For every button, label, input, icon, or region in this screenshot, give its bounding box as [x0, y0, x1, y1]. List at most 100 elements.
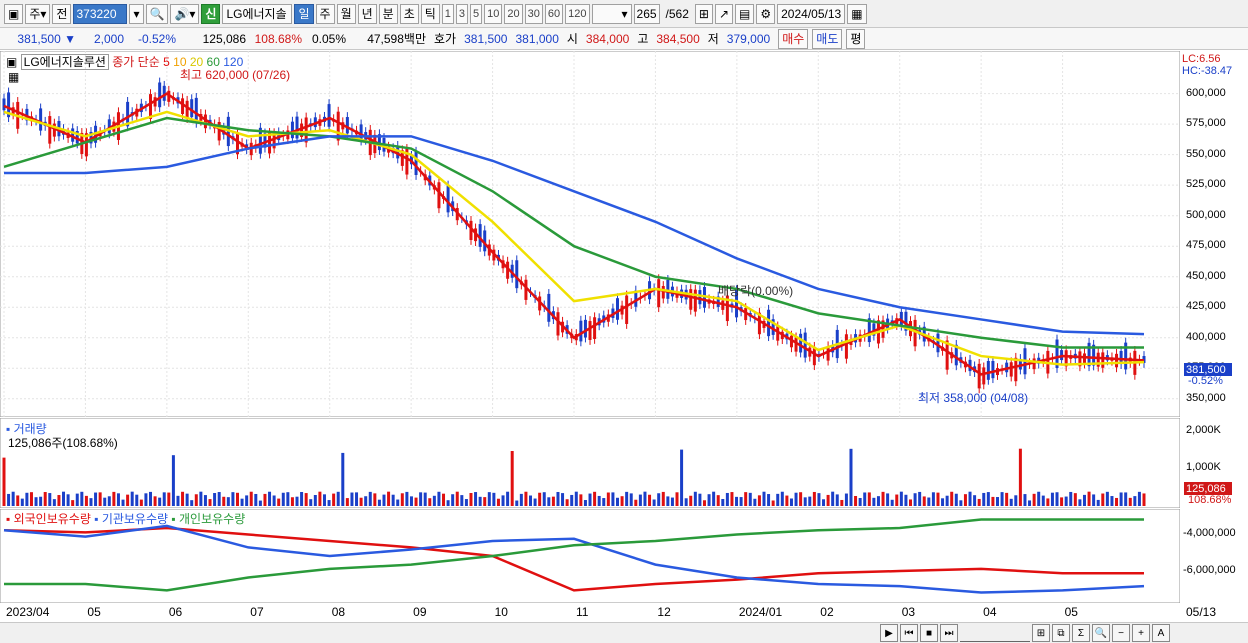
- x-tick-label: 12: [657, 605, 671, 619]
- interval-60[interactable]: 60: [544, 3, 564, 24]
- volume-bar: [973, 495, 977, 506]
- volume-bar: [835, 494, 839, 506]
- volume-bar: [538, 492, 542, 506]
- volume-bar: [48, 493, 52, 506]
- period-second[interactable]: 초: [399, 3, 419, 24]
- candle-body: [1087, 342, 1091, 367]
- volume-bar: [858, 497, 862, 506]
- zoom-slider[interactable]: [960, 624, 1030, 642]
- period-month[interactable]: 월: [336, 3, 356, 24]
- volume-bar: [89, 498, 93, 506]
- calendar-icon[interactable]: ▦: [847, 3, 867, 24]
- candle-body: [1018, 358, 1022, 370]
- scroll-right-icon[interactable]: ▶: [880, 624, 898, 642]
- candle-body: [776, 326, 780, 341]
- volume-bar: [281, 492, 285, 506]
- price-chart[interactable]: [0, 51, 1180, 417]
- price-tick-label: 425,000: [1186, 300, 1226, 313]
- market-select[interactable]: 주 ▾: [25, 3, 51, 24]
- candle-body: [217, 121, 221, 141]
- volume-bar: [171, 455, 175, 506]
- candle-body: [771, 319, 775, 335]
- prev-button[interactable]: 전: [52, 3, 72, 24]
- volume-bar: [666, 496, 670, 506]
- volume-bar: [469, 492, 473, 506]
- volume-bar: [771, 500, 775, 506]
- individual-legend: 개인보유수량: [179, 512, 246, 526]
- interval-10[interactable]: 10: [484, 3, 503, 24]
- minus-icon[interactable]: −: [1112, 624, 1130, 642]
- indicator-icon[interactable]: Σ: [1072, 624, 1090, 642]
- period-day[interactable]: 일: [294, 3, 314, 24]
- candle-body: [913, 319, 917, 347]
- candle-body: [1064, 350, 1068, 367]
- candle-body: [767, 309, 771, 337]
- volume-bar: [648, 494, 652, 506]
- date-input[interactable]: 2024/05/13: [777, 3, 846, 24]
- volume-bar: [20, 498, 24, 506]
- volume-bar: [1060, 497, 1064, 506]
- font-size-icon[interactable]: A: [1152, 624, 1170, 642]
- volume-bar: [547, 497, 551, 506]
- low-note: 최저 358,000 (04/08): [918, 391, 1029, 405]
- period-minute[interactable]: 분: [378, 3, 398, 24]
- search-icon[interactable]: 🔍: [145, 3, 169, 24]
- buy-button[interactable]: 매수: [778, 28, 809, 49]
- ma120-legend: 120: [223, 55, 244, 69]
- holding-chart[interactable]: [0, 509, 1180, 603]
- period-tick[interactable]: 틱: [420, 3, 440, 24]
- price-tick-label: 475,000: [1186, 239, 1226, 252]
- volume-bar: [831, 491, 835, 506]
- interval-1[interactable]: 1: [441, 3, 454, 24]
- volume-bar: [144, 493, 148, 506]
- forward-icon[interactable]: ⏭: [940, 624, 958, 642]
- period-year[interactable]: 년: [357, 3, 377, 24]
- volume-bar: [446, 500, 450, 506]
- speaker-icon[interactable]: 🔊▾: [170, 3, 200, 24]
- candle-body: [1078, 351, 1082, 367]
- interval-20[interactable]: 20: [504, 3, 523, 24]
- x-tick-label: 06: [168, 605, 183, 619]
- interval-dropdown-icon[interactable]: ▾: [591, 3, 632, 24]
- interval-120[interactable]: 120: [565, 3, 590, 24]
- save-icon[interactable]: ▤: [735, 3, 755, 24]
- volume-bar: [240, 498, 244, 506]
- volume-bar: [1055, 492, 1059, 506]
- volume-bar: [670, 497, 674, 506]
- sell-button[interactable]: 매도: [812, 28, 843, 49]
- eval-button[interactable]: 평: [846, 28, 866, 49]
- interval-30[interactable]: 30: [524, 3, 543, 24]
- volume-bar: [176, 495, 180, 506]
- stop-icon[interactable]: ■: [920, 624, 938, 642]
- ma-line-5: [3, 92, 1145, 376]
- volume-bar: [7, 493, 11, 506]
- interval-3[interactable]: 3: [455, 3, 469, 24]
- layout-icon[interactable]: ▣: [4, 3, 24, 24]
- volume-bar: [1023, 494, 1027, 506]
- table-icon[interactable]: ▦: [8, 70, 20, 84]
- chart-type-icon[interactable]: ⊞: [1032, 624, 1050, 642]
- market-label: 주: [29, 7, 41, 21]
- period-week[interactable]: 주: [315, 3, 335, 24]
- code-dropdown-icon[interactable]: ▾: [129, 3, 144, 24]
- magnify-icon[interactable]: 🔍: [1092, 624, 1110, 642]
- grid-icon[interactable]: ⊞: [694, 3, 713, 24]
- draw-icon[interactable]: ↗: [714, 3, 734, 24]
- volume-chart[interactable]: [0, 418, 1180, 508]
- rewind-icon[interactable]: ⏮: [900, 624, 918, 642]
- compare-icon[interactable]: ⧉: [1052, 624, 1070, 642]
- high-label: 고: [637, 32, 649, 46]
- hold-tick-6m: -6,000,000: [1183, 564, 1236, 576]
- plus-icon[interactable]: +: [1132, 624, 1150, 642]
- volume-bar: [625, 491, 629, 506]
- high-note: 최고 620,000 (07/26): [180, 68, 291, 82]
- gear-icon[interactable]: ⚙: [756, 3, 776, 24]
- volume-bar: [922, 496, 926, 506]
- volume-bar: [899, 491, 903, 506]
- candle-body: [48, 116, 52, 144]
- candle-body: [991, 360, 995, 379]
- count-current[interactable]: 265: [633, 3, 660, 24]
- code-input[interactable]: 373220: [73, 3, 128, 24]
- interval-5[interactable]: 5: [470, 3, 483, 24]
- volume-bar: [341, 452, 345, 506]
